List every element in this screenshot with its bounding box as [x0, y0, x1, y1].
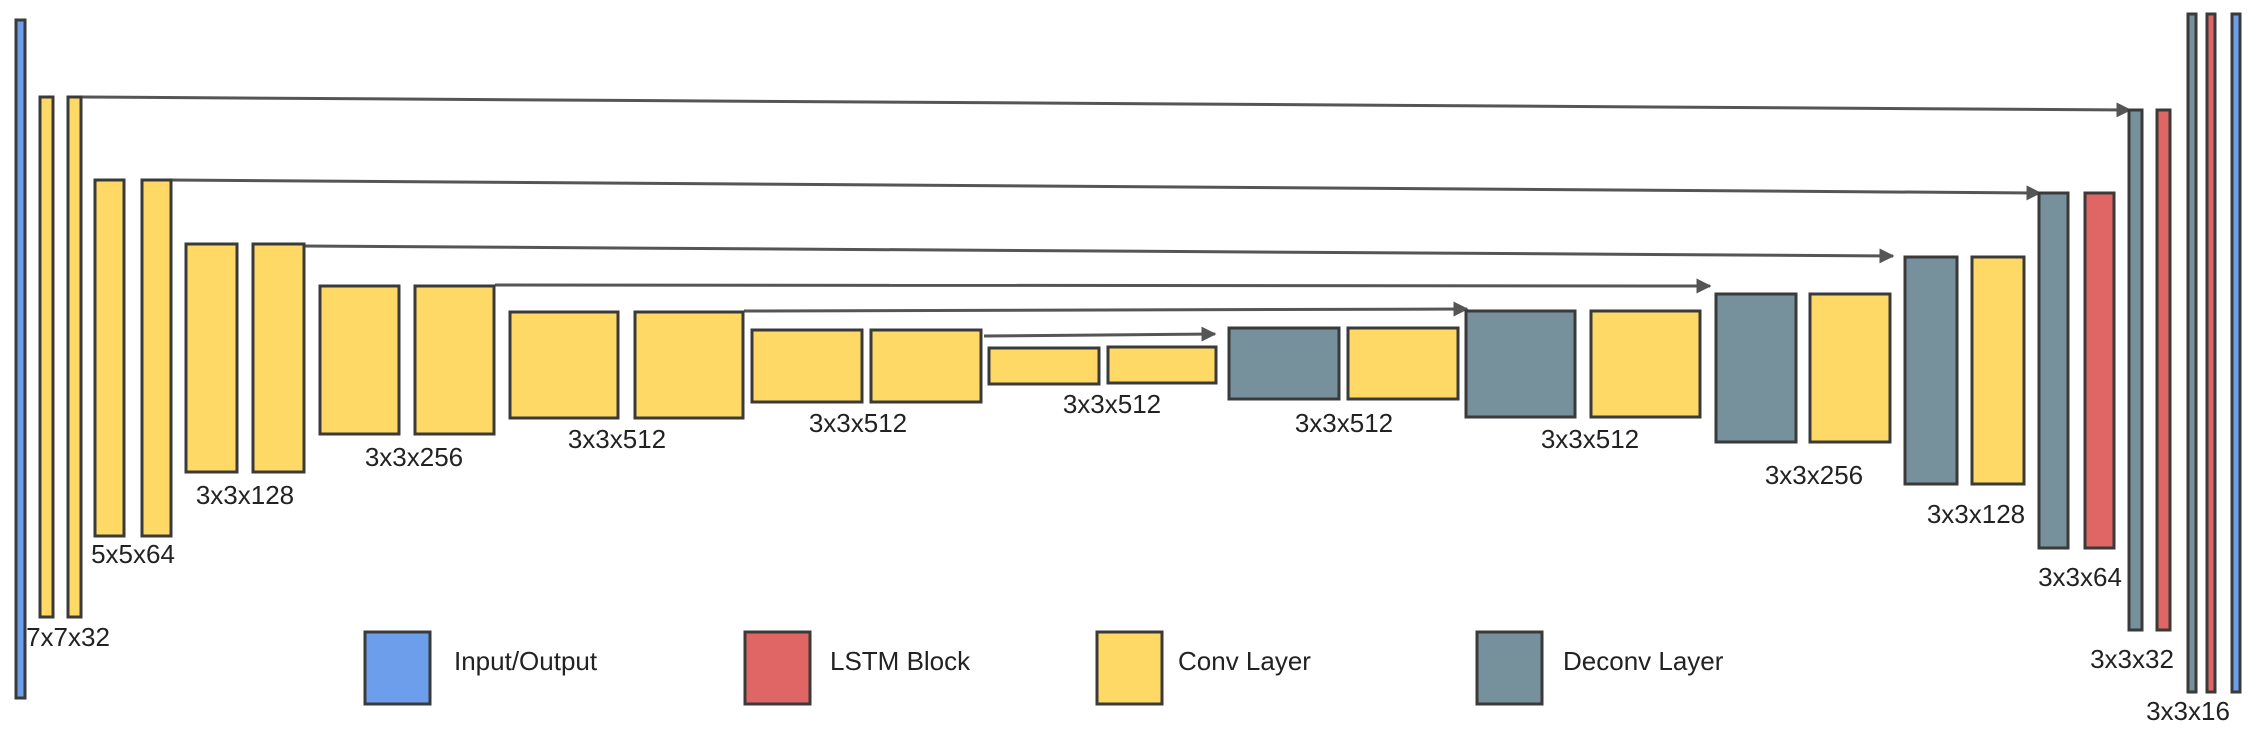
deconv-block-512b: [1464, 309, 1577, 419]
conv-block-32a: [38, 95, 55, 619]
skip-arrow-32: [81, 95, 2132, 118]
block-labels: 7x7x32 5x5x64 3x3x128 3x3x256 3x3x512 3x…: [26, 389, 2230, 726]
conv-block-256c: [1808, 292, 1892, 444]
dim-label: 3x3x256: [1765, 460, 1863, 490]
conv-block-128a: [184, 242, 239, 474]
conv-block-256a: [318, 284, 401, 436]
dim-label: 3x3x128: [1927, 499, 2025, 529]
skip-connections: [81, 95, 2132, 342]
deconv-block-16: [2186, 12, 2198, 694]
dim-label: 3x3x256: [365, 442, 463, 472]
legend-label-conv: Conv Layer: [1178, 646, 1311, 676]
conv-block-512g: [1346, 326, 1460, 401]
dim-label: 3x3x64: [2038, 562, 2122, 592]
legend-label-deconv: Deconv Layer: [1563, 646, 1724, 676]
conv-block-32b: [66, 95, 83, 619]
encoder: [14, 18, 1218, 700]
dim-label: 3x3x512: [809, 408, 907, 438]
dim-label: 3x3x512: [1063, 389, 1161, 419]
lstm-block-32: [2155, 108, 2172, 632]
deconv-block-64: [2037, 191, 2070, 550]
dim-label: 3x3x16: [2146, 696, 2230, 726]
lstm-block-64: [2083, 191, 2116, 550]
input-block: [14, 18, 27, 700]
deconv-block-128: [1903, 255, 1959, 486]
dim-label: 5x5x64: [91, 539, 175, 569]
conv-block-512d: [869, 328, 983, 404]
output-block: [2230, 12, 2242, 694]
conv-block-512h: [1589, 309, 1702, 419]
deconv-block-256: [1714, 292, 1798, 444]
legend-label-io: Input/Output: [454, 646, 598, 676]
conv-block-512a: [508, 310, 620, 420]
dim-label: 7x7x32: [26, 622, 110, 652]
lstm-block-16: [2205, 12, 2217, 694]
deconv-block-512a: [1227, 326, 1341, 401]
conv-block-128c: [1970, 255, 2026, 486]
deconv-block-32: [2127, 108, 2144, 632]
dim-label: 3x3x512: [1295, 408, 1393, 438]
conv-block-512b: [633, 310, 745, 420]
conv-block-512e: [987, 346, 1101, 386]
legend-swatch-deconv: [1475, 630, 1544, 706]
conv-block-512f: [1106, 345, 1218, 385]
legend: Input/Output LSTM Block Conv Layer Decon…: [363, 630, 1724, 706]
conv-block-64b: [140, 178, 173, 538]
legend-label-lstm: LSTM Block: [830, 646, 971, 676]
conv-block-256b: [413, 284, 496, 436]
conv-block-64a: [93, 178, 126, 538]
legend-swatch-conv: [1095, 630, 1164, 706]
dim-label: 3x3x128: [196, 480, 294, 510]
skip-arrow-128: [303, 244, 1895, 264]
skip-arrow-256: [494, 278, 1712, 294]
skip-arrow-512-b: [983, 326, 1217, 342]
conv-block-512c: [750, 328, 864, 404]
decoder: [1227, 12, 2242, 694]
dim-label: 3x3x32: [2090, 644, 2174, 674]
skip-arrow-512-a: [743, 301, 1469, 317]
skip-arrow-64: [169, 178, 2042, 201]
dim-label: 3x3x512: [1541, 424, 1639, 454]
legend-swatch-lstm: [743, 630, 812, 706]
legend-swatch-io: [363, 630, 432, 706]
dim-label: 3x3x512: [568, 424, 666, 454]
conv-block-128b: [251, 242, 306, 474]
